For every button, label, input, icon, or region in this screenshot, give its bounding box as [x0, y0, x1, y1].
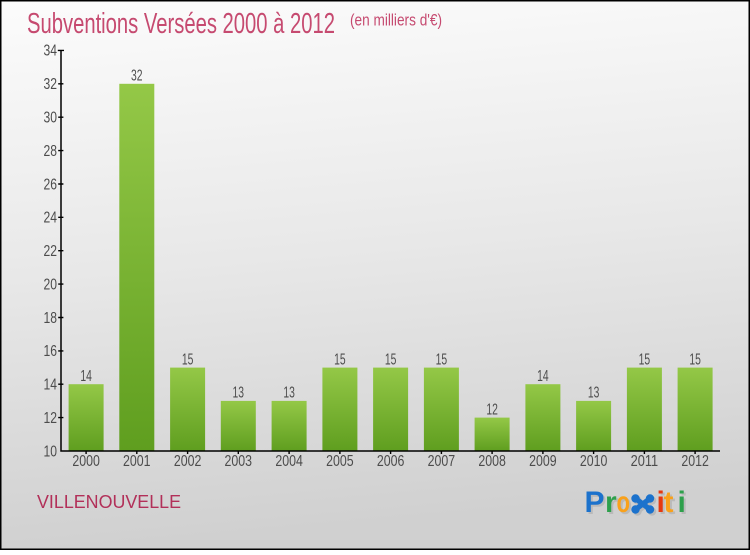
svg-text:2012: 2012	[681, 453, 709, 470]
svg-text:13: 13	[588, 385, 600, 402]
svg-text:28: 28	[44, 143, 58, 160]
svg-text:2003: 2003	[225, 453, 253, 470]
svg-text:15: 15	[182, 351, 194, 368]
svg-text:15: 15	[334, 351, 346, 368]
svg-text:26: 26	[44, 176, 58, 193]
svg-text:2002: 2002	[174, 453, 202, 470]
svg-text:o: o	[617, 486, 631, 519]
svg-text:i: i	[657, 486, 665, 519]
svg-text:2001: 2001	[123, 453, 151, 470]
svg-text:t: t	[666, 488, 676, 521]
svg-text:18: 18	[44, 310, 58, 327]
svg-text:Subventions Versées 2000 à 201: Subventions Versées 2000 à 2012	[27, 8, 335, 40]
svg-text:24: 24	[44, 210, 58, 227]
svg-text:2007: 2007	[428, 453, 456, 470]
svg-text:15: 15	[385, 351, 397, 368]
svg-text:P: P	[585, 486, 605, 519]
svg-text:12: 12	[44, 410, 58, 427]
svg-text:(en milliers d'€): (en milliers d'€)	[350, 12, 442, 30]
svg-text:i: i	[659, 488, 667, 521]
svg-text:14: 14	[537, 368, 549, 385]
svg-text:2011: 2011	[631, 453, 659, 470]
svg-text:16: 16	[44, 343, 58, 360]
svg-text:30: 30	[44, 110, 58, 127]
svg-text:2005: 2005	[326, 453, 354, 470]
svg-text:12: 12	[486, 401, 498, 418]
svg-text:32: 32	[44, 76, 58, 93]
svg-text:r: r	[607, 488, 619, 521]
svg-text:13: 13	[233, 385, 245, 402]
svg-text:34: 34	[44, 43, 58, 60]
svg-text:32: 32	[131, 68, 143, 85]
svg-text:14: 14	[44, 377, 58, 394]
svg-text:t: t	[664, 486, 674, 519]
svg-text:2000: 2000	[72, 453, 100, 470]
svg-text:14: 14	[80, 368, 92, 385]
svg-text:o: o	[619, 488, 633, 521]
svg-text:2004: 2004	[275, 453, 303, 470]
svg-text:2008: 2008	[478, 453, 506, 470]
svg-text:15: 15	[436, 351, 448, 368]
svg-text:13: 13	[283, 385, 295, 402]
svg-text:2009: 2009	[529, 453, 557, 470]
svg-text:2006: 2006	[377, 453, 405, 470]
svg-text:20: 20	[44, 276, 58, 293]
svg-text:VILLENOUVELLE: VILLENOUVELLE	[37, 492, 181, 512]
svg-text:i: i	[678, 486, 686, 519]
svg-text:15: 15	[639, 351, 651, 368]
svg-text:P: P	[587, 488, 607, 521]
svg-text:22: 22	[44, 243, 58, 260]
svg-text:10: 10	[44, 443, 58, 460]
svg-text:2010: 2010	[580, 453, 608, 470]
svg-text:i: i	[680, 488, 688, 521]
svg-text:r: r	[605, 486, 617, 519]
svg-text:15: 15	[689, 351, 701, 368]
